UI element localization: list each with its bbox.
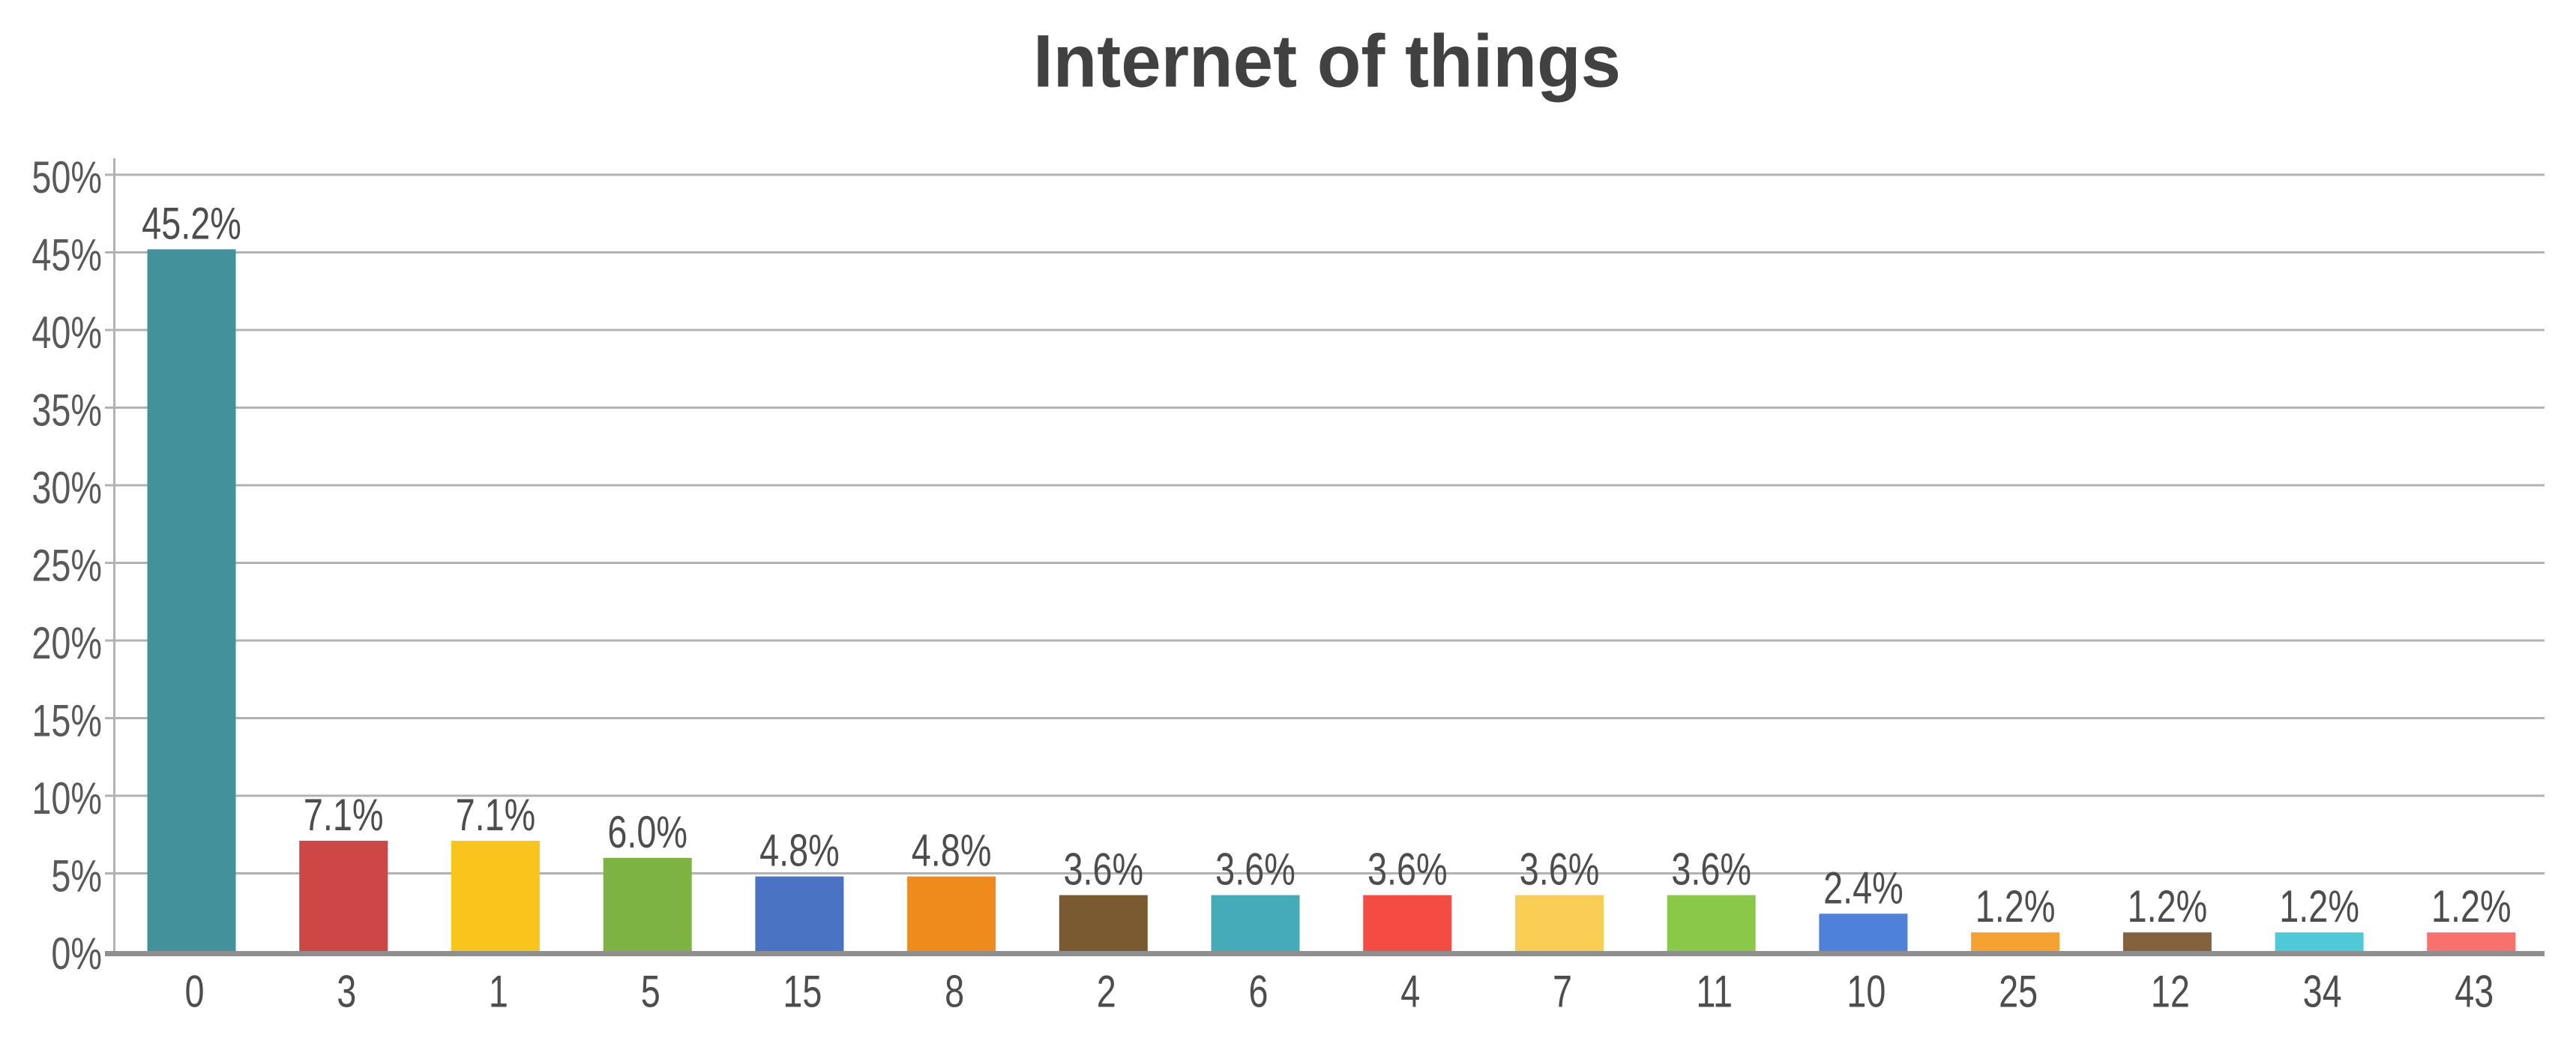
svg-text:4: 4 <box>1400 967 1420 1017</box>
svg-text:3.6%: 3.6% <box>1520 844 1600 895</box>
svg-text:5%: 5% <box>51 851 102 902</box>
svg-text:7: 7 <box>1553 967 1572 1017</box>
svg-text:20%: 20% <box>31 618 102 668</box>
svg-text:15%: 15% <box>31 696 102 746</box>
svg-text:4.8%: 4.8% <box>912 826 992 876</box>
svg-text:10%: 10% <box>31 773 102 824</box>
svg-text:Internet of things: Internet of things <box>1033 20 1621 103</box>
svg-text:35%: 35% <box>31 386 102 436</box>
svg-text:1.2%: 1.2% <box>2431 882 2512 932</box>
svg-text:30%: 30% <box>31 463 102 513</box>
svg-text:0: 0 <box>184 967 204 1017</box>
svg-text:12: 12 <box>2151 967 2190 1017</box>
svg-text:10: 10 <box>1847 967 1886 1017</box>
svg-text:4.8%: 4.8% <box>759 826 840 876</box>
svg-text:43: 43 <box>2455 967 2494 1017</box>
svg-text:15: 15 <box>783 967 822 1017</box>
svg-text:2: 2 <box>1097 967 1116 1017</box>
svg-text:3.6%: 3.6% <box>1671 844 1751 895</box>
svg-text:1.2%: 1.2% <box>2279 882 2359 932</box>
svg-text:0%: 0% <box>51 928 102 979</box>
svg-text:1.2%: 1.2% <box>1975 882 2056 932</box>
svg-text:45%: 45% <box>31 230 102 280</box>
svg-text:1: 1 <box>489 967 508 1017</box>
svg-text:3.6%: 3.6% <box>1063 844 1143 895</box>
svg-text:3.6%: 3.6% <box>1215 844 1295 895</box>
svg-text:6: 6 <box>1248 967 1268 1017</box>
svg-text:3.6%: 3.6% <box>1367 844 1448 895</box>
svg-text:34: 34 <box>2303 967 2342 1017</box>
svg-text:7.1%: 7.1% <box>304 790 384 840</box>
svg-text:2.4%: 2.4% <box>1823 863 1904 914</box>
svg-text:8: 8 <box>945 967 964 1017</box>
svg-text:5: 5 <box>641 967 660 1017</box>
svg-text:1.2%: 1.2% <box>2128 882 2208 932</box>
svg-text:6.0%: 6.0% <box>607 807 687 857</box>
svg-text:25%: 25% <box>31 541 102 591</box>
svg-text:7.1%: 7.1% <box>456 790 536 840</box>
svg-text:45.2%: 45.2% <box>142 199 241 249</box>
svg-text:25: 25 <box>1999 967 2038 1017</box>
svg-text:3: 3 <box>337 967 356 1017</box>
svg-text:50%: 50% <box>31 152 102 202</box>
svg-text:40%: 40% <box>31 308 102 358</box>
svg-text:11: 11 <box>1696 967 1733 1017</box>
